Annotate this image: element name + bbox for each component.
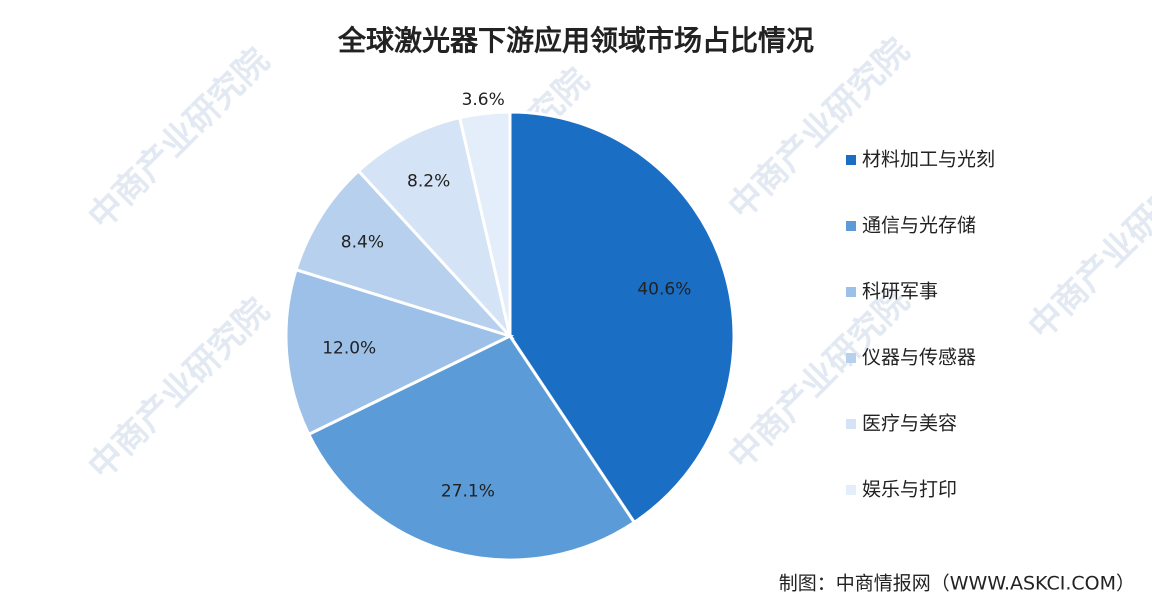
- legend-label: 通信与光存储: [862, 215, 976, 237]
- data-label: 3.6%: [462, 90, 505, 110]
- watermark: 中商产业研究院: [81, 291, 278, 488]
- watermark: 中商产业研究院: [1021, 151, 1152, 348]
- legend-swatch: [846, 419, 856, 429]
- legend-label: 娱乐与打印: [862, 479, 957, 501]
- watermark: 中商产业研究院: [721, 31, 918, 228]
- watermark: 中商产业研究院: [721, 281, 918, 478]
- legend-swatch: [846, 485, 856, 495]
- data-label: 8.2%: [407, 171, 450, 191]
- legend-swatch: [846, 155, 856, 165]
- pie-slice: [457, 110, 512, 337]
- data-label: 8.4%: [341, 233, 384, 253]
- pie-slice: [294, 168, 515, 340]
- data-label: 40.6%: [637, 279, 691, 299]
- legend-label: 医疗与美容: [862, 413, 957, 435]
- legend-label: 材料加工与光刻: [862, 149, 995, 171]
- watermark: 中商产业研究院: [81, 41, 278, 238]
- chart-title: 全球激光器下游应用领域市场占比情况: [337, 24, 814, 57]
- source: 制图：中商情报网（WWW.ASKCI.COM）: [779, 573, 1135, 595]
- legend-swatch: [846, 353, 856, 363]
- legend-label: 科研军事: [862, 281, 938, 303]
- data-label: 12.0%: [322, 338, 376, 358]
- legend-swatch: [846, 287, 856, 297]
- data-label: 27.1%: [441, 482, 495, 502]
- pie-slice: [306, 334, 637, 562]
- pie-slice: [284, 267, 515, 437]
- legend-label: 仪器与传感器: [862, 347, 976, 369]
- legend-swatch: [846, 221, 856, 231]
